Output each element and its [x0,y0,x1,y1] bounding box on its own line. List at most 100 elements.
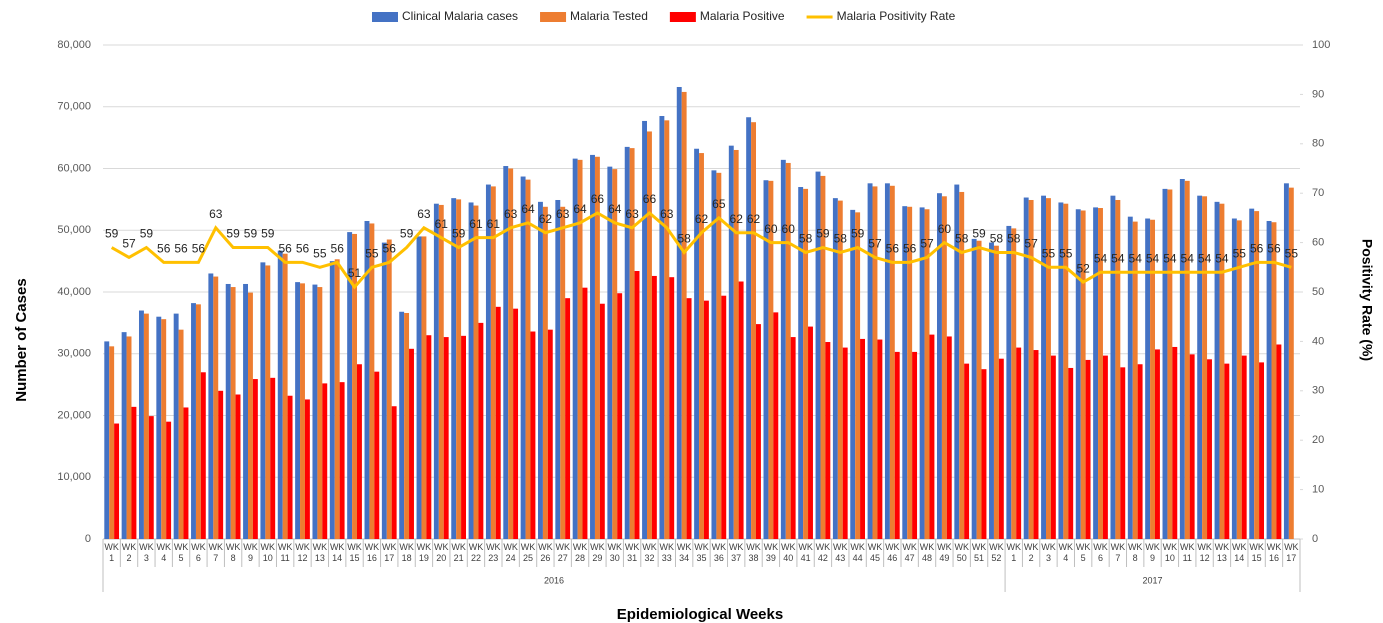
bar [1249,208,1255,539]
bar [1016,347,1022,539]
bar [577,159,583,540]
bar [1189,354,1195,539]
x-tick-label: WK 20 [434,542,449,563]
bar [426,335,432,539]
data-label: 59 [261,227,275,241]
legend-label: Malaria Positive [700,9,785,23]
bar [664,120,670,540]
bar [929,334,935,539]
data-label: 58 [799,232,813,246]
data-label: 56 [1250,242,1264,256]
data-label: 61 [435,217,449,231]
bar [1006,225,1012,540]
x-tick-label: WK 14 [329,542,345,563]
bar [121,332,127,539]
bar [1050,355,1056,539]
x-tick-label: WK 9 [243,542,258,563]
data-label: 63 [660,207,674,221]
bar [763,180,769,540]
bar [339,382,345,539]
bar [468,202,474,539]
bar [381,242,387,539]
x-tick-label: WK 5 [173,542,189,563]
bar [1093,207,1099,539]
x-tick-label: WK 21 [451,542,466,563]
bar [1197,195,1203,540]
data-label: 54 [1111,251,1125,265]
bar [195,304,201,539]
bar [1172,346,1178,539]
bar [530,331,536,539]
x-tick-label: WK 7 [1110,542,1126,563]
bar [867,183,873,539]
bar [537,201,543,539]
bar [200,372,206,539]
bar [721,295,727,539]
x-tick-label: WK 44 [850,542,865,563]
bar [1028,199,1034,539]
bar [825,342,831,539]
bar [1241,355,1247,539]
bar [1162,188,1168,539]
bar [304,399,310,539]
bar [1224,363,1230,539]
data-label: 65 [712,197,726,211]
data-label: 66 [643,192,657,206]
bar [1155,349,1160,539]
bar [590,154,595,540]
bar [699,153,704,539]
bar [1283,183,1289,539]
data-label: 55 [1042,246,1056,260]
bar [855,212,861,539]
y-axis-title: Number of Cases [13,278,30,401]
data-label: 58 [955,232,969,246]
bar [1085,359,1091,539]
x-tick-label: WK 41 [798,542,813,563]
bar [208,273,214,539]
data-label: 56 [157,242,171,256]
bar [703,300,709,539]
bar [282,253,288,539]
x-tick-label: WK 13 [312,542,328,563]
bar [1207,359,1212,539]
bar [183,407,189,539]
bar [473,205,479,540]
data-label: 55 [365,246,379,260]
y-tick-label: 80,000 [57,39,91,51]
data-label: 56 [886,242,900,256]
bar [126,336,132,539]
bar [651,275,657,539]
bar [912,351,918,539]
x-tick-label: WK 11 [1179,542,1195,563]
data-label: 63 [209,207,223,221]
y2-tick-label: 100 [1312,39,1330,51]
bar [1184,180,1190,539]
data-label: 61 [469,217,483,231]
bar [594,156,600,539]
x-tick-label: WK 16 [1266,542,1282,563]
bar [317,287,323,539]
legend-swatch [669,12,696,22]
x-tick-label: WK 38 [746,542,761,563]
bar [1271,222,1277,539]
x-tick-label: WK 5 [1075,542,1091,563]
data-label: 62 [747,212,761,226]
bar [520,176,526,539]
bar [971,238,977,539]
bar [790,337,796,539]
x-tick-label: WK 3 [1041,542,1056,563]
bar [404,312,410,539]
x-tick-label: WK 1 [104,542,119,563]
x-tick-label: WK 37 [728,542,744,563]
bar [902,206,908,540]
bar [525,179,531,540]
x-tick-label: WK 43 [833,542,848,563]
data-label: 54 [1129,251,1143,265]
x-tick-label: WK 8 [225,542,241,563]
bar [478,322,484,539]
data-label: 63 [504,207,518,221]
bar [785,162,791,539]
x-tick-label: WK 33 [659,542,675,563]
x-tick-label: WK 25 [520,542,536,563]
x-tick-label: WK 14 [1232,542,1247,563]
